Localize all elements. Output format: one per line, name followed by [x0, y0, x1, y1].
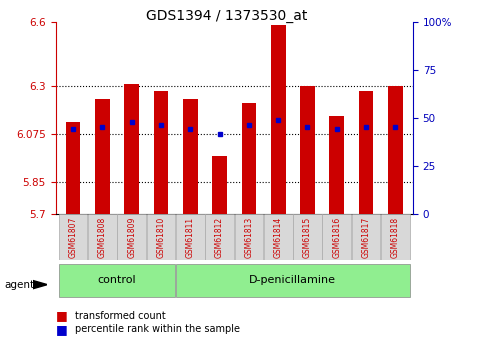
Text: transformed count: transformed count	[75, 311, 166, 321]
Text: GDS1394 / 1373530_at: GDS1394 / 1373530_at	[146, 9, 308, 23]
Text: GSM61816: GSM61816	[332, 217, 341, 258]
Text: GSM61808: GSM61808	[98, 217, 107, 258]
Text: GSM61811: GSM61811	[186, 217, 195, 258]
Bar	[59, 264, 175, 297]
Bar	[323, 214, 351, 260]
Bar	[300, 86, 315, 214]
Text: GSM61809: GSM61809	[127, 217, 136, 258]
Bar	[359, 90, 373, 214]
Bar	[59, 214, 87, 260]
Bar	[381, 214, 410, 260]
Bar	[117, 214, 146, 260]
Text: percentile rank within the sample: percentile rank within the sample	[75, 325, 240, 334]
Bar	[213, 157, 227, 214]
Text: GSM61813: GSM61813	[244, 217, 254, 258]
Text: agent: agent	[5, 280, 35, 289]
Text: GSM61815: GSM61815	[303, 217, 312, 258]
Bar	[242, 103, 256, 214]
Bar	[66, 122, 81, 214]
Bar	[329, 116, 344, 214]
Bar	[388, 86, 403, 214]
Bar	[271, 24, 285, 214]
Bar	[352, 214, 381, 260]
Bar	[88, 214, 117, 260]
Text: D-penicillamine: D-penicillamine	[249, 275, 336, 285]
Text: control: control	[98, 275, 136, 285]
Text: GSM61818: GSM61818	[391, 217, 400, 258]
Bar	[176, 214, 205, 260]
Text: GSM61810: GSM61810	[156, 217, 166, 258]
Bar	[95, 99, 110, 214]
Bar	[264, 214, 293, 260]
Polygon shape	[33, 280, 47, 289]
Bar	[154, 90, 169, 214]
Text: GSM61807: GSM61807	[69, 217, 78, 258]
Bar	[125, 84, 139, 214]
Text: ■: ■	[56, 323, 67, 336]
Bar	[293, 214, 322, 260]
Bar	[235, 214, 263, 260]
Bar	[176, 264, 410, 297]
Bar	[205, 214, 234, 260]
Text: ■: ■	[56, 309, 67, 322]
Text: GSM61814: GSM61814	[274, 217, 283, 258]
Bar	[147, 214, 175, 260]
Text: GSM61812: GSM61812	[215, 217, 224, 258]
Bar	[183, 99, 198, 214]
Text: GSM61817: GSM61817	[362, 217, 370, 258]
